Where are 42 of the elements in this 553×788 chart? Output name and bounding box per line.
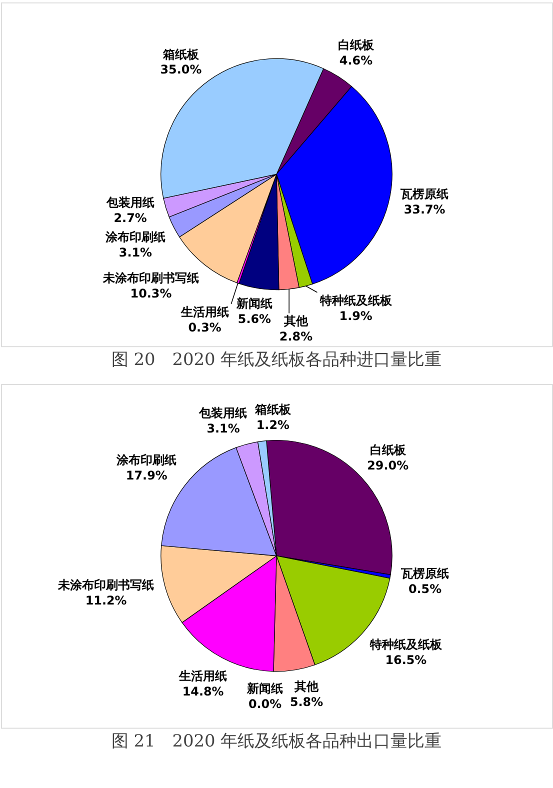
data-label: 14.8%	[182, 684, 224, 698]
data-label: 1.9%	[339, 308, 372, 323]
data-label: 3.1%	[118, 245, 152, 260]
slice-label: 白纸板	[338, 38, 375, 52]
slice-label: 白纸板	[370, 443, 407, 458]
text: 图 20 2020 年纸及纸板各品种进口量比重	[111, 349, 442, 370]
data-label: 17.9%	[126, 468, 168, 483]
slice-label: 瓦楞原纸	[400, 186, 449, 201]
slice-label: 包装用纸	[105, 196, 154, 210]
slice-label: 涂布印刷纸	[104, 230, 166, 244]
slice-label: 其他	[282, 314, 309, 328]
data-label: 0.3%	[188, 320, 222, 334]
data-label: 35.0%	[160, 62, 202, 77]
data-label: 29.0%	[367, 458, 409, 473]
slice-label: 新闻纸	[235, 296, 272, 311]
data-label: 1.2%	[256, 418, 290, 432]
data-label: 16.5%	[385, 653, 427, 668]
slice-label: 特种纸及纸板	[318, 293, 393, 308]
data-label: 11.2%	[85, 593, 127, 608]
slice-label: 箱纸板	[254, 402, 292, 416]
slice-label: 生活用纸	[180, 304, 229, 319]
slice-label: 其他	[294, 680, 320, 694]
slice-label: 特种纸及纸板	[368, 638, 443, 652]
data-label: 0.5%	[408, 582, 442, 596]
text: 图 21 2020 年纸及纸板各品种出口量比重	[111, 730, 442, 751]
slice-label: 箱纸板	[162, 47, 200, 62]
data-label: 33.7%	[404, 202, 446, 216]
data-label: 2.7%	[114, 211, 147, 226]
slice-label: 包装用纸	[198, 406, 248, 420]
slice-label: 瓦楞原纸	[400, 566, 449, 580]
data-label: 5.6%	[238, 312, 272, 326]
data-label: 2.8%	[279, 330, 313, 344]
text: 0.0%	[248, 696, 282, 711]
slice-label: 涂布印刷纸	[116, 453, 177, 468]
slice-label: 生活用纸	[178, 668, 228, 683]
slice-label: 未涂布印刷书写纸	[102, 271, 199, 286]
data-label: 10.3%	[130, 286, 172, 301]
data-label: 3.1%	[206, 422, 240, 436]
data-label: 5.8%	[290, 695, 324, 710]
category-label: 新闻纸	[246, 681, 283, 696]
data-label: 4.6%	[339, 54, 373, 68]
slice-label: 未涂布印刷书写纸	[57, 578, 154, 592]
